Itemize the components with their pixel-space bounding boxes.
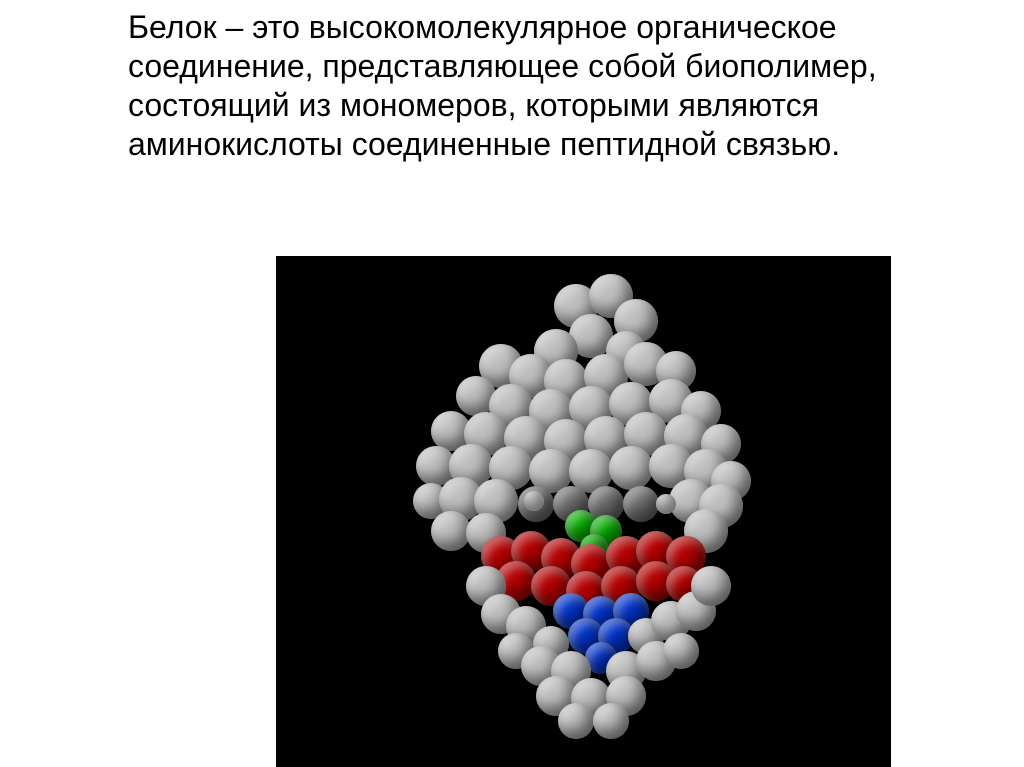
atom-white xyxy=(656,494,676,514)
atom-gray xyxy=(593,703,629,739)
molecule-atoms xyxy=(276,256,891,767)
atom-gray xyxy=(691,566,731,606)
slide: Белок – это высокомолекулярное органичес… xyxy=(0,0,1024,767)
atom-gray xyxy=(609,446,653,490)
atom-white xyxy=(524,491,544,511)
atom-gray xyxy=(431,511,471,551)
atom-gray xyxy=(558,703,594,739)
atom-gray xyxy=(663,633,699,669)
molecule-image xyxy=(276,256,891,767)
atom-darkgray xyxy=(623,486,659,522)
definition-text: Белок – это высокомолекулярное органичес… xyxy=(128,8,908,164)
